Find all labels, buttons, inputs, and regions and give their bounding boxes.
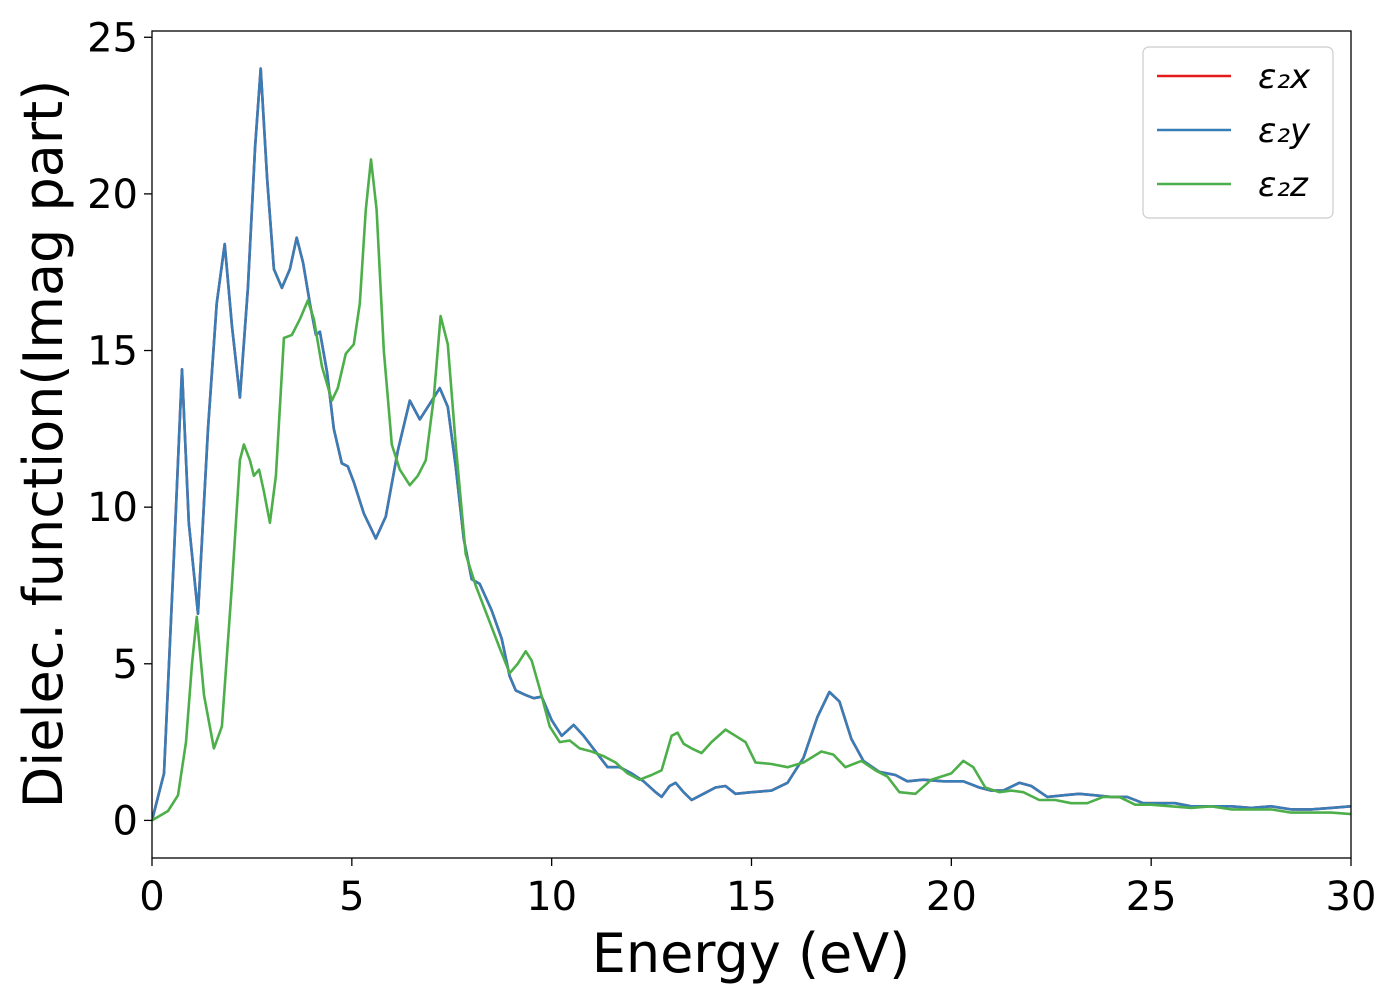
y-tick-label: 10 (87, 485, 138, 531)
y-axis-title: Dielec. function(Imag part) (12, 80, 75, 809)
series-line-1 (152, 67, 1351, 821)
y-tick-label: 20 (87, 172, 138, 218)
legend-label-0: ε₂x (1258, 57, 1311, 97)
y-tick-label: 15 (87, 329, 138, 375)
x-tick-label: 30 (1326, 874, 1377, 920)
legend-box (1142, 46, 1334, 219)
y-tick-label: 0 (113, 798, 138, 844)
series-line-2 (152, 158, 1351, 822)
x-axis: 0 5 10 15 20 25 30 (139, 858, 1376, 920)
x-tick-label: 10 (526, 874, 577, 920)
x-tick-label: 20 (926, 874, 977, 920)
x-axis-title: Energy (eV) (592, 922, 911, 985)
legend-label-1: ε₂y (1258, 111, 1311, 151)
series-layer (152, 67, 1351, 822)
legend-label-2: ε₂z (1258, 165, 1309, 205)
x-tick-label: 0 (139, 874, 164, 920)
y-tick-label: 5 (113, 642, 138, 688)
x-tick-label: 25 (1126, 874, 1177, 920)
x-tick-label: 15 (726, 874, 777, 920)
x-tick-label: 5 (339, 874, 364, 920)
y-axis: 0 5 10 15 20 25 (87, 15, 152, 844)
y-tick-label: 25 (87, 15, 138, 61)
legend: ε₂x ε₂y ε₂z (1142, 46, 1334, 219)
